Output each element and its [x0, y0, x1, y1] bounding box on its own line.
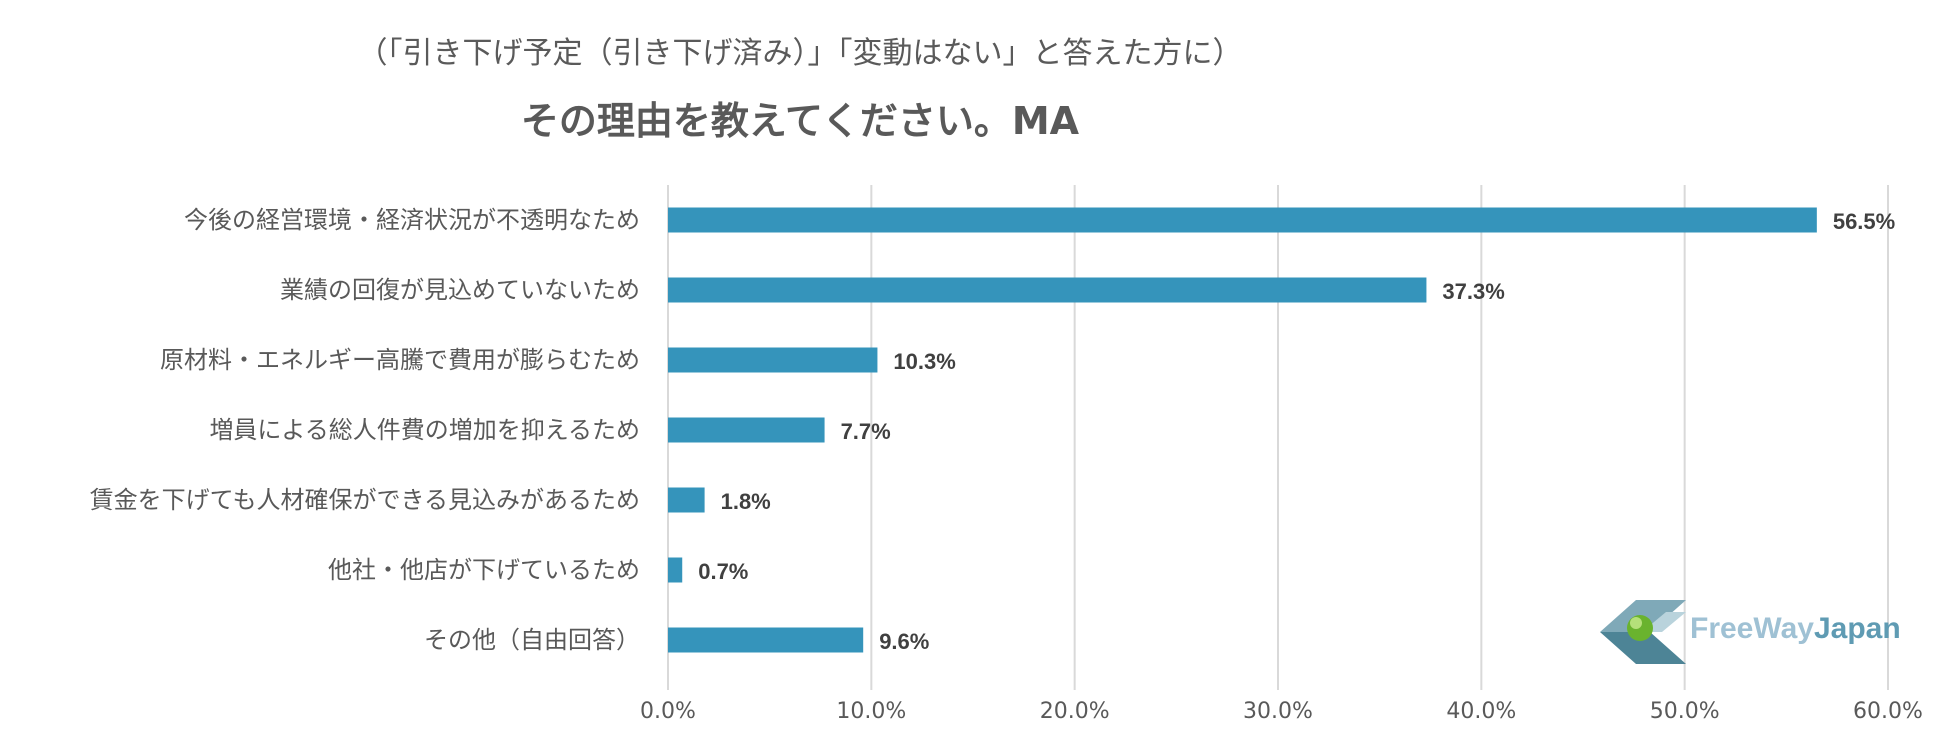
x-tick-label: 0.0% [640, 699, 696, 724]
x-tick-label: 50.0% [1650, 699, 1720, 724]
x-tick-label: 20.0% [1040, 699, 1110, 724]
freewayjapan-logo: FreeWayJapan [1598, 592, 1918, 672]
chart-subtitle: （「引き下げ予定（引き下げ済み）」「変動はない」と答えた方に） [357, 36, 1243, 71]
category-label: 業績の回復が見込めていないため [280, 276, 640, 304]
x-tick-label: 60.0% [1853, 699, 1923, 724]
category-label: 今後の経営環境・経済状況が不透明なため [184, 206, 640, 234]
x-tick-label: 30.0% [1243, 699, 1313, 724]
logo-text-freeway: FreeWay [1690, 612, 1814, 645]
data-label: 37.3% [1442, 279, 1504, 304]
logo-text-japan: Japan [1813, 612, 1901, 645]
data-label: 0.7% [698, 559, 748, 584]
bar [668, 487, 705, 513]
bar [668, 557, 683, 583]
data-label: 9.6% [879, 629, 929, 654]
category-label: 増員による総人件費の増加を抑えるため [209, 416, 640, 444]
bar [668, 207, 1817, 233]
category-label: 他社・他店が下げているため [328, 556, 640, 584]
bar [668, 277, 1427, 303]
category-label: 原材料・エネルギー高騰で費用が膨らむため [160, 346, 640, 374]
data-label: 1.8% [721, 489, 771, 514]
x-tick-label: 10.0% [836, 699, 906, 724]
logo-mark-icon [1600, 600, 1686, 664]
data-label: 56.5% [1833, 209, 1895, 234]
bar [668, 347, 878, 373]
category-label: 賃金を下げても人材確保ができる見込みがあるため [90, 486, 640, 514]
chart-title: その理由を教えてください。MA [520, 99, 1080, 143]
x-tick-label: 40.0% [1446, 699, 1516, 724]
category-label: その他（自由回答） [424, 626, 640, 654]
data-label: 10.3% [893, 349, 955, 374]
data-label: 7.7% [841, 419, 891, 444]
bar [668, 627, 864, 653]
bar [668, 417, 825, 443]
